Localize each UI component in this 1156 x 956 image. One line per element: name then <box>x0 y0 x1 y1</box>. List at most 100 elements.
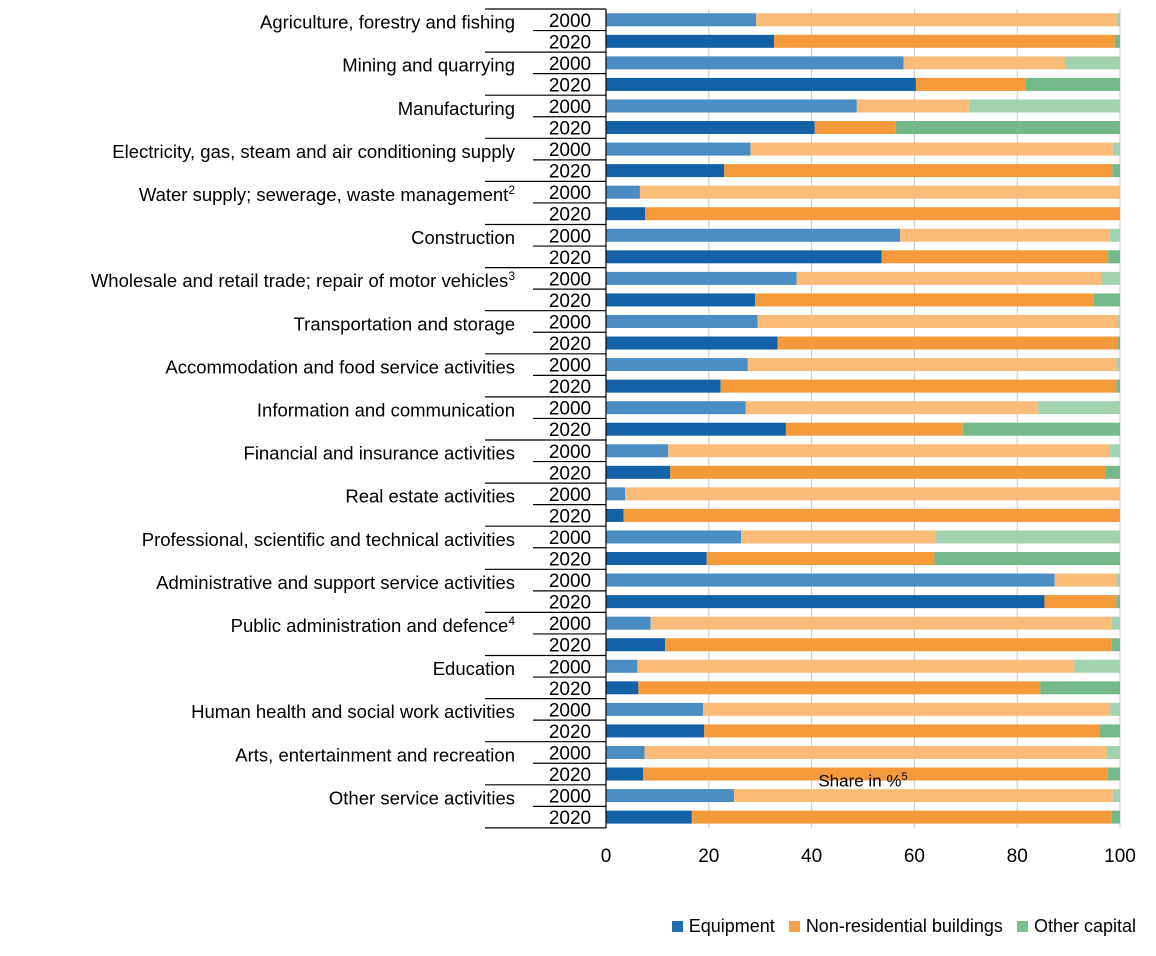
bar-buildings-8-2020 <box>720 379 1117 393</box>
bar-buildings-6-2020 <box>755 293 1094 307</box>
bar-buildings-12-2000 <box>741 530 936 544</box>
bar-buildings-3-2000 <box>750 142 1113 156</box>
legend-label-equipment: Equipment <box>688 916 775 936</box>
year-label-7-2000: 2000 <box>549 312 591 333</box>
x-tick-label-80: 80 <box>1007 846 1028 867</box>
category-label-4: Water supply; sewerage, waste management… <box>139 183 516 205</box>
bar-other-13-2020 <box>1116 595 1120 609</box>
bar-equipment-9-2000 <box>606 401 746 415</box>
bar-equipment-6-2000 <box>606 271 797 285</box>
year-label-10-2000: 2000 <box>549 442 591 463</box>
bar-other-0-2020 <box>1114 34 1120 48</box>
bar-equipment-18-2020 <box>606 810 692 824</box>
bar-buildings-0-2020 <box>774 34 1115 48</box>
category-label-17: Arts, entertainment and recreation <box>235 744 515 765</box>
bar-other-14-2020 <box>1111 638 1120 652</box>
bar-equipment-16-2020 <box>606 724 705 738</box>
category-label-18: Other service activities <box>329 787 515 808</box>
bar-buildings-7-2000 <box>757 314 1118 328</box>
bar-equipment-8-2020 <box>606 379 721 393</box>
legend-label-buildings: Non-residential buildings <box>805 916 1003 936</box>
bar-buildings-12-2020 <box>706 552 935 566</box>
bar-buildings-5-2020 <box>881 250 1109 264</box>
bar-equipment-17-2000 <box>606 745 645 759</box>
year-label-12-2000: 2000 <box>549 528 591 549</box>
bar-other-9-2020 <box>962 422 1120 436</box>
year-label-15-2000: 2000 <box>549 657 591 678</box>
year-label-12-2020: 2020 <box>549 550 591 571</box>
bar-equipment-13-2000 <box>606 573 1055 587</box>
category-label-7: Transportation and storage <box>294 313 515 334</box>
year-label-5-2020: 2020 <box>549 248 591 269</box>
bar-other-10-2020 <box>1105 465 1120 479</box>
x-tick-label-60: 60 <box>904 846 925 867</box>
category-label-1: Mining and quarrying <box>342 55 515 76</box>
bar-equipment-14-2000 <box>606 616 651 630</box>
bar-buildings-18-2000 <box>733 789 1113 803</box>
category-label-11: Real estate activities <box>345 486 515 507</box>
bar-other-2-2000 <box>968 99 1120 113</box>
category-label-3: Electricity, gas, steam and air conditio… <box>112 141 515 162</box>
bar-buildings-5-2000 <box>900 228 1110 242</box>
bar-equipment-8-2000 <box>606 358 748 372</box>
bar-other-1-2020 <box>1025 77 1120 91</box>
x-tick-label-20: 20 <box>698 846 719 867</box>
bar-buildings-16-2000 <box>703 702 1111 716</box>
bar-equipment-11-2000 <box>606 487 626 501</box>
year-label-18-2020: 2020 <box>549 808 591 829</box>
bar-equipment-17-2020 <box>606 767 644 781</box>
bar-equipment-2-2000 <box>606 99 857 113</box>
bar-buildings-13-2020 <box>1044 595 1117 609</box>
bar-other-7-2020 <box>1117 336 1120 350</box>
bar-other-12-2000 <box>935 530 1120 544</box>
bar-equipment-1-2000 <box>606 56 904 70</box>
bar-other-15-2020 <box>1040 681 1120 695</box>
legend-item-other: Other capital <box>1016 916 1136 937</box>
legend-swatch-equipment <box>671 921 683 932</box>
x-axis-title-footnote: 5 <box>901 771 908 783</box>
category-label-8: Accommodation and food service activitie… <box>165 356 515 377</box>
bar-other-2-2020 <box>895 121 1120 135</box>
category-label-12: Professional, scientific and technical a… <box>142 529 515 550</box>
bar-buildings-6-2000 <box>796 271 1102 285</box>
year-label-2-2000: 2000 <box>549 97 591 118</box>
category-label-2: Manufacturing <box>398 98 515 119</box>
bar-buildings-9-2000 <box>745 401 1039 415</box>
bar-buildings-18-2020 <box>691 810 1112 824</box>
bar-buildings-4-2020 <box>645 207 1120 221</box>
bar-equipment-12-2020 <box>606 552 707 566</box>
bar-other-17-2020 <box>1107 767 1120 781</box>
category-label-0: Agriculture, forestry and fishing <box>260 12 515 33</box>
bar-buildings-13-2000 <box>1054 573 1117 587</box>
bar-other-5-2000 <box>1109 228 1120 242</box>
year-label-3-2000: 2000 <box>549 140 591 161</box>
legend-item-equipment: Equipment <box>671 916 775 937</box>
year-label-5-2000: 2000 <box>549 226 591 247</box>
bar-equipment-4-2020 <box>606 207 646 221</box>
year-label-11-2000: 2000 <box>549 485 591 506</box>
bar-equipment-12-2000 <box>606 530 742 544</box>
bar-equipment-3-2020 <box>606 164 725 178</box>
category-label-16: Human health and social work activities <box>191 701 515 722</box>
year-label-8-2000: 2000 <box>549 356 591 377</box>
year-label-11-2020: 2020 <box>549 506 591 527</box>
bar-other-12-2020 <box>934 552 1120 566</box>
category-label-6: Wholesale and retail trade; repair of mo… <box>91 269 515 291</box>
bar-other-10-2000 <box>1109 444 1120 458</box>
bar-buildings-16-2020 <box>704 724 1100 738</box>
bar-equipment-4-2000 <box>606 185 640 199</box>
bar-equipment-7-2000 <box>606 314 758 328</box>
bar-buildings-1-2020 <box>915 77 1026 91</box>
bar-other-6-2000 <box>1101 271 1120 285</box>
year-label-2-2020: 2020 <box>549 119 591 140</box>
bar-buildings-2-2020 <box>814 121 896 135</box>
category-footnote-14: 4 <box>508 614 515 628</box>
bar-buildings-10-2000 <box>668 444 1110 458</box>
bar-buildings-1-2000 <box>903 56 1066 70</box>
x-tick-label-0: 0 <box>601 846 612 867</box>
year-label-14-2000: 2000 <box>549 614 591 635</box>
year-label-18-2000: 2000 <box>549 787 591 808</box>
bar-equipment-15-2000 <box>606 659 638 673</box>
